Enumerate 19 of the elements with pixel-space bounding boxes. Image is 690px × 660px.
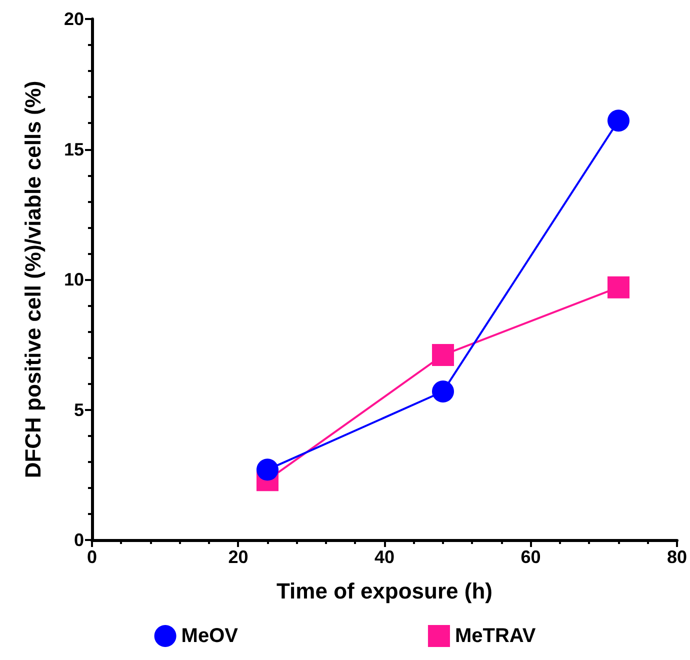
point [256, 458, 278, 481]
x-tick-label: 80 [666, 547, 688, 567]
x-tick-label: 60 [520, 547, 541, 567]
x-tick-label: 20 [228, 547, 248, 567]
y-tick-label: 15 [64, 139, 84, 160]
x-tick-label: 40 [374, 547, 395, 567]
legend-label: MeOV [181, 625, 239, 647]
y-axis-title: DFCH positive cell (%)/viable cells (%) [20, 80, 46, 478]
point [607, 276, 630, 298]
point [432, 380, 454, 403]
legend-label: MeTRAV [454, 625, 536, 647]
x-axis-title: Time of exposure (h) [276, 578, 492, 604]
point [432, 344, 454, 366]
y-tick-label: 10 [64, 270, 84, 290]
y-tick-label: 5 [74, 400, 84, 420]
point [608, 110, 630, 132]
y-tick-label: 20 [64, 9, 84, 29]
y-tick-label: 0 [74, 530, 84, 550]
x-tick-label: 0 [86, 547, 98, 567]
